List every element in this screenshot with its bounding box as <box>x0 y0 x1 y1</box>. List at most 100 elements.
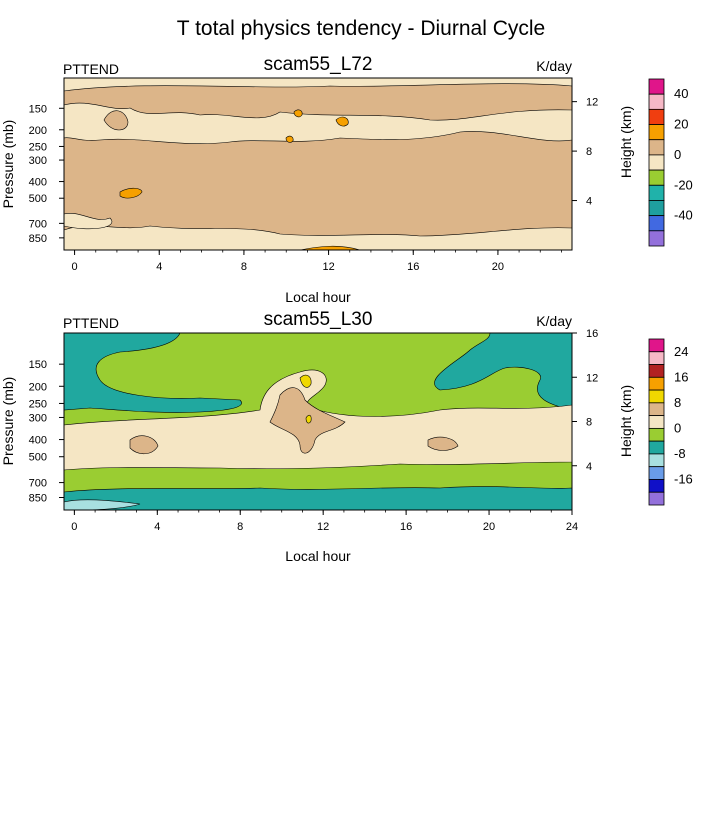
y-tick-label: 850 <box>29 233 47 245</box>
colorbar-swatch <box>648 440 665 455</box>
x-tick-label: 0 <box>71 521 77 533</box>
colorbar-label: 24 <box>674 344 688 359</box>
contour-strong-top-b <box>335 116 349 127</box>
colorbar-label: 40 <box>674 86 688 101</box>
y-axis-bottom: 150 200 250 300 400 500 700 850 <box>29 359 64 505</box>
y-tick-label: 500 <box>29 193 47 205</box>
colorbar-swatch <box>648 415 665 429</box>
contour-strong-top-c <box>293 109 303 118</box>
y-right-tick-label: 4 <box>586 461 592 473</box>
y-axis-right-label-top: Height (km) <box>618 106 634 178</box>
y-right-tick-label: 16 <box>586 328 598 340</box>
colorbar-swatch <box>648 230 665 247</box>
y-tick-label: 150 <box>29 103 47 115</box>
colorbar-label: 0 <box>674 147 681 162</box>
contour-cool-bottom-right <box>434 332 573 411</box>
y-tick-label: 400 <box>29 435 47 447</box>
y-axis-right-bottom: 4 8 12 16 <box>572 328 598 473</box>
contour-warm-island-top <box>103 110 129 131</box>
contour-plot-bottom <box>63 332 573 511</box>
y-tick-label: 200 <box>29 125 47 137</box>
units-label-bottom: K/day <box>536 313 572 329</box>
figure-title: T total physics tendency - Diurnal Cycle <box>177 17 545 40</box>
contour-yellow-bottom <box>299 374 312 388</box>
y-axis-label-top: Pressure (mb) <box>0 120 16 209</box>
x-tick-label: 4 <box>156 261 162 273</box>
contour-plot-top <box>63 77 573 251</box>
y-right-tick-label: 8 <box>586 146 592 158</box>
colorbar-swatch <box>648 108 665 125</box>
colorbar-label: 16 <box>674 369 688 384</box>
x-axis-bottom: 0 4 8 12 16 20 24 <box>71 510 578 533</box>
contour-warm-bottom-left <box>129 435 159 455</box>
x-tick-label: 4 <box>154 521 160 533</box>
y-axis-top: 150 200 250 300 400 500 700 850 <box>29 103 64 245</box>
x-tick-label: 12 <box>317 521 329 533</box>
colorbar-label: -16 <box>674 471 693 486</box>
colorbar-swatch <box>648 351 665 365</box>
colorbar-label: -20 <box>674 177 693 192</box>
colorbar-bottom: 24 16 8 0 -8 -16 <box>648 338 693 506</box>
y-right-tick-label: 8 <box>586 417 592 429</box>
colorbar-label: -40 <box>674 208 693 223</box>
colorbar-top: 40 20 0 -20 -40 <box>648 78 693 247</box>
contour-orange-bottom <box>305 414 312 424</box>
units-label-top: K/day <box>536 58 572 74</box>
colorbar-swatch <box>648 93 665 110</box>
x-tick-label: 12 <box>322 261 334 273</box>
contour-warm-bottom-right <box>427 436 459 451</box>
y-tick-label: 700 <box>29 478 47 490</box>
colorbar-label: 20 <box>674 117 688 132</box>
y-tick-label: 300 <box>29 412 47 424</box>
panel-top: PTTEND scam55_L72 K/day 0 4 8 12 16 20 150200… <box>0 54 693 305</box>
panel-bottom: PTTEND scam55_L30 K/day 0 4 8 12 16 20 24 150 2… <box>0 309 693 564</box>
x-tick-label: 8 <box>241 261 247 273</box>
x-tick-label: 20 <box>492 261 504 273</box>
y-axis-right-top: 4 8 12 <box>572 97 598 208</box>
colorbar-swatch <box>648 427 665 442</box>
colorbar-swatch <box>648 169 665 186</box>
colorbar-swatch <box>648 338 665 353</box>
colorbar-swatch <box>648 402 665 417</box>
y-right-tick-label: 12 <box>586 97 598 109</box>
y-tick-label: 400 <box>29 177 47 189</box>
colorbar-label: 0 <box>674 420 681 435</box>
colorbar-swatch <box>648 364 665 378</box>
colorbar-label: -8 <box>674 446 686 461</box>
colorbar-swatch <box>648 491 665 506</box>
contour-neutral-top-band <box>63 77 573 92</box>
x-axis-label-bottom: Local hour <box>285 548 351 564</box>
y-axis-right-label-bottom: Height (km) <box>618 385 634 457</box>
y-tick-label: 200 <box>29 381 47 393</box>
contour-strong-top-a <box>119 187 143 199</box>
colorbar-swatch <box>648 184 665 201</box>
contour-background-top <box>64 78 572 250</box>
x-tick-label: 16 <box>407 261 419 273</box>
colorbar-label: 8 <box>674 395 681 410</box>
colorbar-swatch <box>648 78 665 95</box>
variable-label-bottom: PTTEND <box>63 315 119 331</box>
plot-frame-top <box>63 77 573 251</box>
case-name-top: scam55_L72 <box>264 54 373 75</box>
contour-neutral-top-lower <box>63 225 573 251</box>
case-name-bottom: scam55_L30 <box>264 309 373 330</box>
y-right-tick-label: 4 <box>586 196 592 208</box>
y-tick-label: 250 <box>29 398 47 410</box>
y-right-tick-label: 12 <box>586 372 598 384</box>
x-axis-label-top: Local hour <box>285 289 351 305</box>
x-tick-label: 16 <box>400 521 412 533</box>
colorbar-swatch <box>648 154 665 171</box>
x-axis-top: 0 4 8 12 16 20 <box>72 250 562 273</box>
colorbar-swatch <box>648 479 665 493</box>
colorbar-swatch <box>648 200 665 217</box>
colorbar-swatch <box>648 139 665 156</box>
x-tick-label: 0 <box>72 261 78 273</box>
y-tick-label: 850 <box>29 493 47 505</box>
y-tick-label: 300 <box>29 155 47 167</box>
contour-cool-bottom-left <box>63 332 242 413</box>
y-tick-label: 150 <box>29 359 47 371</box>
x-tick-label: 24 <box>566 521 578 533</box>
y-tick-label: 700 <box>29 218 47 230</box>
colorbar-swatch <box>648 376 665 391</box>
